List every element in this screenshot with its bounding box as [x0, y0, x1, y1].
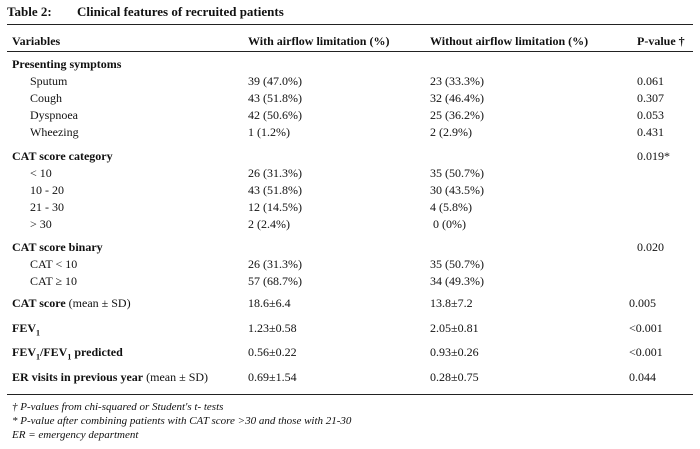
cell-with: 26 (31.3%): [248, 257, 302, 271]
top-rule: [7, 24, 693, 25]
header-p-value: P-value †: [637, 34, 685, 48]
row-label: FEV1/FEV1 predicted: [12, 345, 123, 364]
footnote: ER = emergency department: [12, 429, 139, 441]
cell-p: <0.001: [629, 321, 663, 335]
section-title: CAT score category: [12, 149, 113, 163]
cell-with: 42 (50.6%): [248, 108, 302, 122]
cell-p: 0.431: [637, 125, 664, 139]
row-label-text: FEV: [12, 321, 36, 335]
cell-without: 34 (49.3%): [430, 274, 484, 288]
cell-with: 39 (47.0%): [248, 74, 302, 88]
header-with: With airflow limitation (%): [248, 34, 390, 48]
table-number: Table 2:: [7, 4, 52, 19]
header-rule: [7, 51, 693, 52]
row-label: Wheezing: [30, 125, 79, 139]
row-label-bold: CAT score: [12, 296, 66, 310]
cell-p: 0.005: [629, 296, 656, 310]
cell-without: 4 (5.8%): [430, 200, 472, 214]
row-label-rest: (mean ± SD): [143, 370, 209, 384]
cell-without: 32 (46.4%): [430, 91, 484, 105]
cell-with: 0.56±0.22: [248, 345, 297, 359]
row-label-rest: (mean ± SD): [65, 296, 131, 310]
subscript: 1: [67, 352, 72, 362]
row-label: Cough: [30, 91, 63, 105]
cell-with: 12 (14.5%): [248, 200, 302, 214]
section-title: Presenting symptoms: [12, 57, 122, 71]
cell-with: 26 (31.3%): [248, 166, 302, 180]
row-label: > 30: [30, 217, 52, 231]
section-title: CAT score binary: [12, 240, 103, 254]
row-label: FEV1: [12, 321, 40, 340]
header-without: Without airflow limitation (%): [430, 34, 589, 48]
cell-with: 18.6±6.4: [248, 296, 291, 310]
cell-p: 0.020: [637, 240, 664, 254]
table-title: Clinical features of recruited patients: [77, 4, 284, 19]
cell-with: 43 (51.8%): [248, 183, 302, 197]
cell-without: 30 (43.5%): [430, 183, 484, 197]
cell-with: 43 (51.8%): [248, 91, 302, 105]
cell-without: 25 (36.2%): [430, 108, 484, 122]
row-label-bold: ER visits in previous year: [12, 370, 144, 384]
footnote: * P-value after combining patients with …: [12, 415, 352, 427]
cell-with: 0.69±1.54: [248, 370, 297, 384]
row-label: Sputum: [30, 74, 68, 88]
cell-with: 1 (1.2%): [248, 125, 290, 139]
cell-p: 0.053: [637, 108, 664, 122]
cell-p: 0.307: [637, 91, 664, 105]
cell-without: 35 (50.7%): [430, 166, 484, 180]
subscript: 1: [36, 352, 40, 362]
footnote: † P-values from chi-squared or Student's…: [12, 401, 224, 413]
cell-without: 23 (33.3%): [430, 74, 484, 88]
row-label-text: /FEV: [40, 345, 68, 359]
header-variables: Variables: [12, 34, 61, 48]
row-label: CAT ≥ 10: [30, 274, 78, 288]
cell-without: 0.28±0.75: [430, 370, 479, 384]
cell-with: 2 (2.4%): [248, 217, 290, 231]
table-caption: Table 2: Clinical features of recruited p…: [7, 4, 284, 20]
row-label: CAT score (mean ± SD): [12, 296, 131, 310]
row-label-text: predicted: [71, 345, 123, 359]
cell-without: 35 (50.7%): [430, 257, 484, 271]
cell-p: <0.001: [629, 345, 663, 359]
cell-without: 0.93±0.26: [430, 345, 479, 359]
row-label: ER visits in previous year (mean ± SD): [12, 370, 208, 384]
cell-p: 0.044: [629, 370, 656, 384]
cell-without: 0 (0%): [433, 217, 466, 231]
row-label: 21 - 30: [30, 200, 64, 214]
row-label: Dyspnoea: [30, 108, 78, 122]
row-label-text: FEV: [12, 345, 36, 359]
row-label: < 10: [30, 166, 52, 180]
cell-with: 57 (68.7%): [248, 274, 302, 288]
row-label: 10 - 20: [30, 183, 64, 197]
cell-p: 0.061: [637, 74, 664, 88]
cell-without: 13.8±7.2: [430, 296, 473, 310]
cell-without: 2 (2.9%): [430, 125, 472, 139]
bottom-rule: [7, 394, 693, 395]
cell-p: 0.019*: [637, 149, 670, 163]
cell-without: 2.05±0.81: [430, 321, 479, 335]
cell-with: 1.23±0.58: [248, 321, 297, 335]
subscript: 1: [36, 328, 40, 338]
row-label: CAT < 10: [30, 257, 78, 271]
